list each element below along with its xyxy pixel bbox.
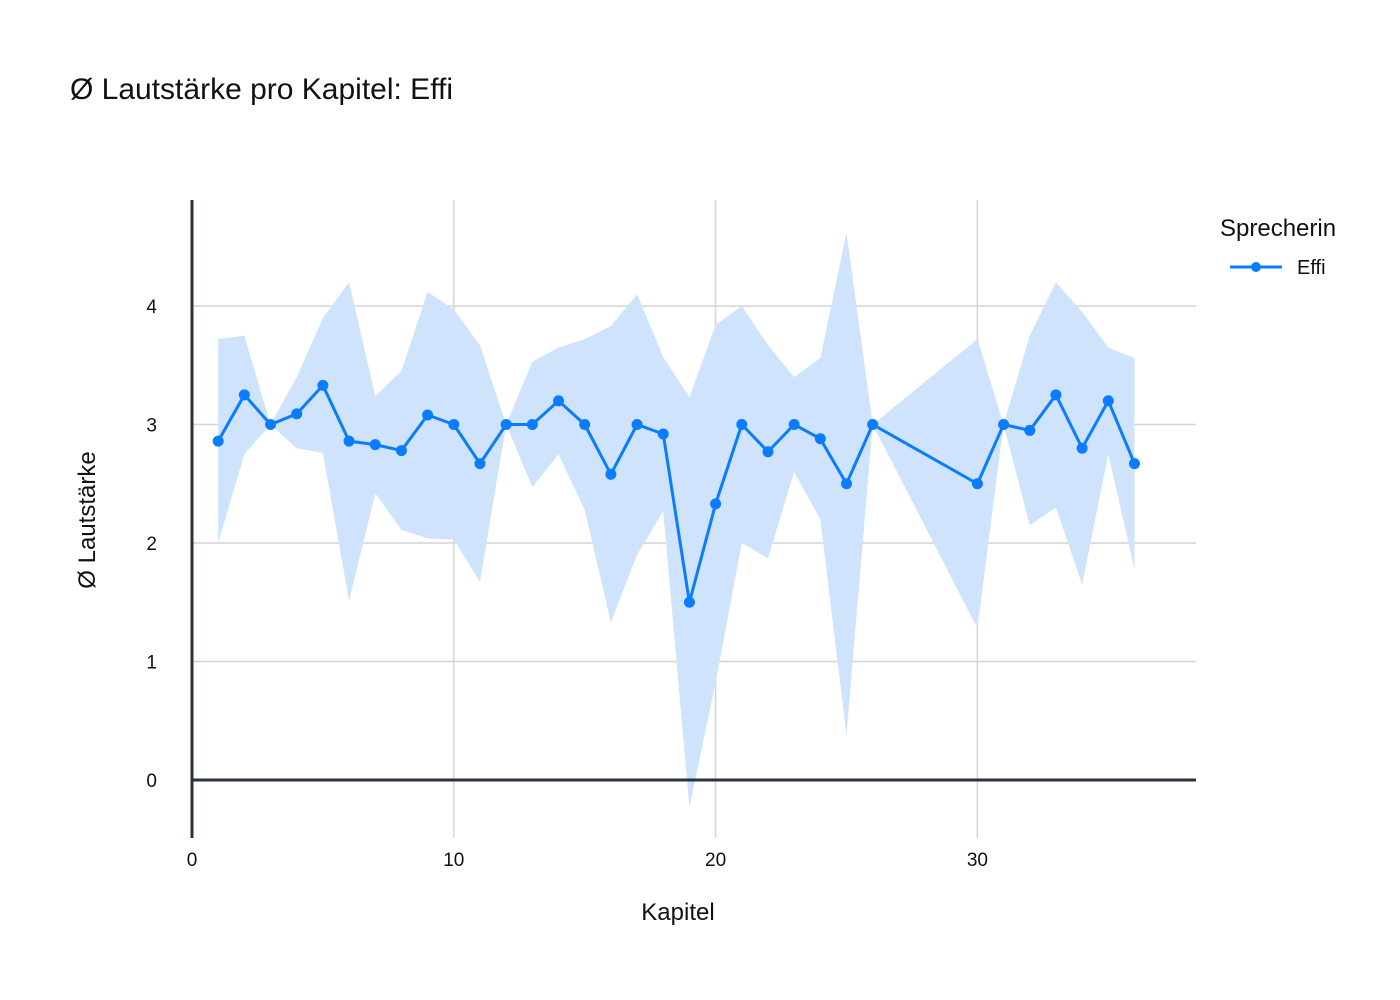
y-tick-label-3: 3 (146, 416, 157, 437)
data-point-kapitel-22[interactable] (762, 446, 774, 458)
data-point-kapitel-24[interactable] (814, 433, 826, 445)
data-point-kapitel-32[interactable] (1024, 424, 1036, 436)
data-point-kapitel-36[interactable] (1128, 458, 1140, 470)
y-tick-label-4: 4 (146, 297, 157, 318)
x-tick-label-30: 30 (967, 850, 988, 871)
data-point-kapitel-35[interactable] (1102, 395, 1114, 407)
data-point-kapitel-4[interactable] (291, 408, 303, 420)
x-tick-label-20: 20 (705, 850, 726, 871)
legend-marker-swatch (1251, 262, 1261, 272)
data-point-kapitel-23[interactable] (788, 419, 800, 430)
x-axis-title: Kapitel (641, 899, 714, 926)
legend[interactable]: Sprecherin Effi (1220, 215, 1336, 279)
x-tick-label-0: 0 (187, 850, 198, 871)
data-point-kapitel-11[interactable] (474, 458, 486, 470)
data-point-kapitel-20[interactable] (710, 498, 722, 510)
y-tick-label-0: 0 (146, 771, 157, 792)
data-point-kapitel-33[interactable] (1050, 389, 1062, 401)
y-tick-label-2: 2 (146, 534, 157, 555)
data-point-kapitel-13[interactable] (526, 419, 538, 430)
legend-label-effi: Effi (1297, 257, 1326, 279)
data-point-kapitel-14[interactable] (553, 395, 565, 407)
data-point-kapitel-10[interactable] (448, 419, 460, 430)
data-point-kapitel-9[interactable] (422, 409, 434, 421)
chart-title: Ø Lautstärke pro Kapitel: Effi (70, 73, 453, 106)
data-point-kapitel-21[interactable] (736, 419, 748, 430)
data-point-kapitel-15[interactable] (579, 419, 591, 430)
data-point-kapitel-19[interactable] (683, 596, 695, 608)
data-point-kapitel-12[interactable] (500, 419, 512, 430)
data-point-kapitel-7[interactable] (369, 439, 381, 451)
data-point-kapitel-31[interactable] (998, 419, 1010, 430)
tick-labels: 0 1 2 3 4 0 10 20 30 (146, 297, 988, 871)
data-points (212, 379, 1140, 608)
data-point-kapitel-2[interactable] (238, 389, 250, 401)
legend-title: Sprecherin (1220, 215, 1336, 242)
y-axis-title: Ø Lautstärke (74, 451, 101, 588)
data-point-kapitel-5[interactable] (317, 379, 329, 391)
data-point-kapitel-6[interactable] (343, 435, 355, 447)
data-point-kapitel-8[interactable] (395, 445, 407, 457)
y-tick-label-1: 1 (146, 653, 157, 674)
data-point-kapitel-17[interactable] (631, 419, 643, 430)
data-point-kapitel-30[interactable] (971, 478, 983, 490)
data-point-kapitel-25[interactable] (841, 478, 852, 490)
x-tick-label-10: 10 (443, 850, 464, 871)
data-point-kapitel-3[interactable] (265, 419, 277, 430)
data-point-kapitel-26[interactable] (867, 419, 879, 430)
data-point-kapitel-18[interactable] (657, 428, 669, 440)
data-point-kapitel-16[interactable] (605, 468, 617, 480)
data-point-kapitel-1[interactable] (212, 435, 224, 447)
axes (190, 200, 1196, 838)
data-point-kapitel-34[interactable] (1076, 442, 1088, 454)
